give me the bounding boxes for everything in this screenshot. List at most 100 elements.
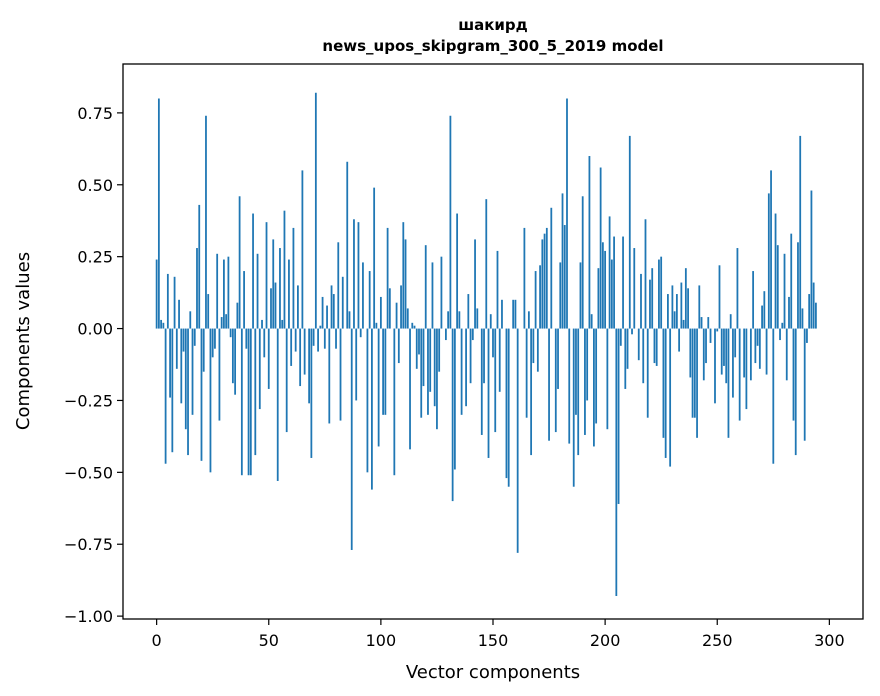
bar-235 xyxy=(682,319,685,329)
bar-188 xyxy=(577,328,580,456)
bar-218 xyxy=(644,219,647,329)
x-axis-ticks: 0 50 100 150 200 250 300 xyxy=(152,619,845,650)
bar-277 xyxy=(776,245,779,329)
bar-56 xyxy=(281,319,284,329)
bar-189 xyxy=(579,262,582,329)
y-axis-ticks: −1.00 −0.75 −0.50 −0.25 0.00 0.25 0.50 0.75 xyxy=(64,104,123,626)
bar-48 xyxy=(263,328,266,358)
bar-278 xyxy=(779,328,781,341)
bar-181 xyxy=(561,193,564,329)
bar-275 xyxy=(772,328,775,464)
bar-192 xyxy=(586,328,589,401)
bar-115 xyxy=(413,325,416,329)
bar-17 xyxy=(193,328,196,346)
bar-53 xyxy=(274,282,277,329)
bar-57 xyxy=(283,210,286,329)
bar-121 xyxy=(427,328,429,415)
bar-238 xyxy=(689,328,692,378)
bar-15 xyxy=(189,311,192,329)
bar-86 xyxy=(348,311,351,329)
bar-65 xyxy=(301,170,304,329)
bar-153 xyxy=(498,328,501,392)
chart-subtitle: news_upos_skipgram_300_5_2019 model xyxy=(322,37,663,55)
bar-41 xyxy=(247,328,250,476)
bar-77 xyxy=(328,328,331,424)
bar-237 xyxy=(687,288,689,329)
bar-114 xyxy=(411,322,414,329)
bar-2 xyxy=(160,319,163,329)
bar-285 xyxy=(794,328,797,456)
bar-231 xyxy=(673,311,676,329)
bar-70 xyxy=(312,328,315,346)
bar-150 xyxy=(492,328,494,358)
x-tick-label: 0 xyxy=(152,631,162,650)
bar-3 xyxy=(162,322,165,329)
bar-266 xyxy=(752,271,755,329)
x-axis-label: Vector components xyxy=(406,662,580,683)
bar-197 xyxy=(597,268,600,329)
bar-291 xyxy=(808,294,811,329)
bar-164 xyxy=(523,227,526,329)
bar-207 xyxy=(619,328,622,346)
bar-124 xyxy=(433,328,436,407)
bar-234 xyxy=(680,282,683,329)
bar-286 xyxy=(797,242,799,329)
bar-119 xyxy=(422,328,425,387)
bar-26 xyxy=(214,328,216,349)
bar-140 xyxy=(469,328,472,384)
bar-109 xyxy=(400,285,402,329)
bar-138 xyxy=(465,328,467,407)
bar-166 xyxy=(527,311,530,329)
bar-4 xyxy=(164,328,167,464)
bar-174 xyxy=(545,227,548,329)
bar-254 xyxy=(725,328,728,384)
bar-76 xyxy=(326,305,328,329)
bar-22 xyxy=(205,115,207,329)
bar-287 xyxy=(799,135,802,329)
bar-141 xyxy=(471,328,474,341)
bar-193 xyxy=(588,156,591,329)
bar-100 xyxy=(379,296,382,329)
bar-167 xyxy=(530,328,533,456)
bar-219 xyxy=(646,328,649,418)
bar-72 xyxy=(317,328,319,352)
bar-38 xyxy=(240,328,243,476)
bar-289 xyxy=(803,328,806,441)
bar-268 xyxy=(756,328,759,346)
bar-29 xyxy=(220,317,223,329)
bar-148 xyxy=(487,328,490,458)
bar-240 xyxy=(693,328,696,418)
bar-221 xyxy=(651,268,654,329)
bar-97 xyxy=(373,187,376,329)
bar-1 xyxy=(157,98,160,329)
bar-172 xyxy=(541,239,544,329)
bar-175 xyxy=(548,328,550,441)
bar-35 xyxy=(234,328,237,395)
bar-63 xyxy=(297,285,299,329)
bar-246 xyxy=(707,317,710,329)
bar-226 xyxy=(662,328,665,438)
y-tick-label: −0.25 xyxy=(64,391,113,410)
bar-58 xyxy=(285,328,288,433)
bar-170 xyxy=(536,328,539,372)
plot-frame xyxy=(122,63,864,620)
bar-33 xyxy=(229,328,232,338)
bar-6 xyxy=(169,328,171,398)
x-tick-label: 150 xyxy=(478,631,509,650)
bar-102 xyxy=(384,328,387,415)
bar-265 xyxy=(749,328,752,381)
x-tick-label: 100 xyxy=(366,631,397,650)
bar-212 xyxy=(631,328,633,335)
bar-0 xyxy=(155,259,158,329)
bar-209 xyxy=(624,328,627,389)
x-tick-label: 200 xyxy=(590,631,621,650)
bar-184 xyxy=(568,328,571,444)
bar-113 xyxy=(409,328,411,450)
bar-145 xyxy=(480,328,483,435)
bar-267 xyxy=(754,328,757,364)
bar-259 xyxy=(736,248,739,329)
bar-205 xyxy=(615,328,618,596)
bar-27 xyxy=(216,253,219,329)
bar-71 xyxy=(314,92,317,329)
bar-11 xyxy=(180,328,183,404)
